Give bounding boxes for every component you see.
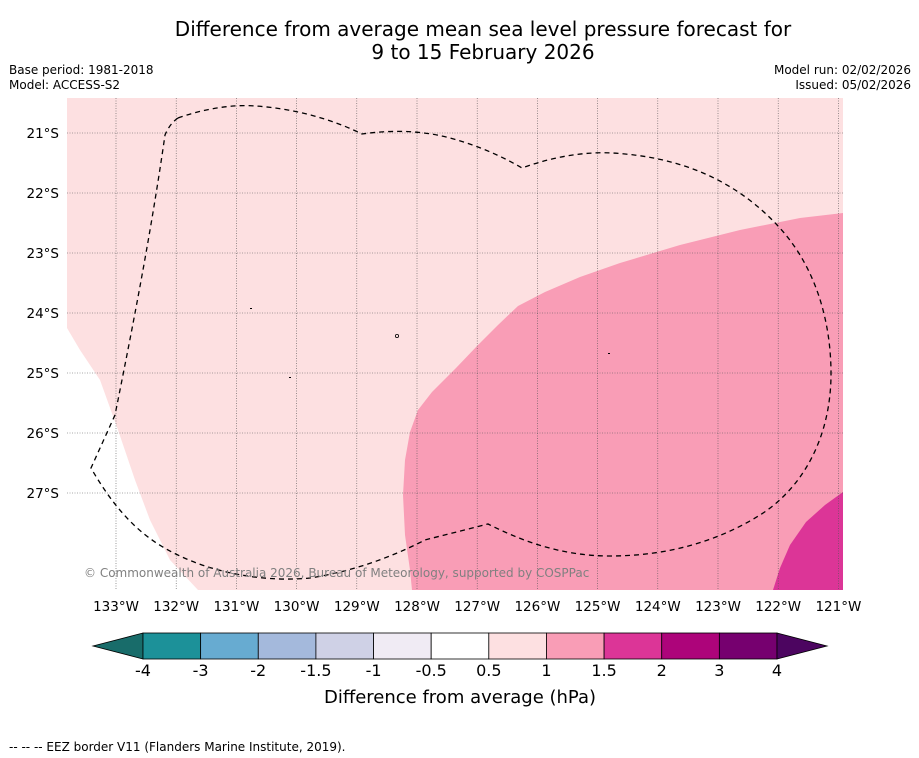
contour-speck <box>394 333 399 338</box>
title-line-2: 9 to 15 February 2026 <box>371 40 595 64</box>
colorbar-tick-label: -4 <box>135 661 151 680</box>
colorbar-tick-label: -0.5 <box>416 661 447 680</box>
longitude-label: 129°W <box>334 599 380 615</box>
longitude-labels: 133°W 132°W 131°W 130°W 129°W 128°W 127°W 126°W… <box>93 599 861 615</box>
contour-speck <box>250 308 252 309</box>
colorbar-extend-low <box>91 632 144 660</box>
eez-border <box>90 104 832 580</box>
base-period: Base period: 1981-2018 <box>9 63 154 77</box>
contour-speck <box>608 353 610 354</box>
colorbar-swatch <box>142 632 202 660</box>
model-run: Model run: 02/02/2026 <box>773 63 911 77</box>
latitude-label: 22°S <box>27 186 60 202</box>
map-title: Difference from average mean sea level p… <box>0 18 919 64</box>
longitude-label: 131°W <box>213 599 259 615</box>
eez-legend-note: -- -- -- EEZ border V11 (Flanders Marine… <box>9 740 346 754</box>
colorbar-tick-label: 1 <box>541 661 551 680</box>
colorbar-swatch <box>603 632 663 660</box>
latitude-label: 25°S <box>27 366 60 382</box>
colorbar-swatch <box>546 632 605 660</box>
anomaly-region-magenta <box>773 492 843 590</box>
longitude-label: 124°W <box>635 599 681 615</box>
colorbar-tick-label: -1 <box>366 661 382 680</box>
contour-speck <box>289 377 291 378</box>
colorbar-swatch <box>488 632 547 660</box>
longitude-label: 130°W <box>274 599 320 615</box>
colorbar-tick-label: -3 <box>193 661 209 680</box>
colorbar-swatch <box>373 632 432 660</box>
colorbar-tick-label: 1.5 <box>591 661 616 680</box>
longitude-label: 128°W <box>394 599 440 615</box>
colorbar-swatch <box>315 632 374 660</box>
colorbar-tick-label: 3 <box>714 661 724 680</box>
colorbar-swatch <box>200 632 259 660</box>
colorbar-swatch <box>430 632 490 660</box>
latitude-label: 26°S <box>27 426 60 442</box>
colorbar-swatch <box>257 632 317 660</box>
colorbar-tick-label: 2 <box>657 661 667 680</box>
colorbar-tick-label: -2 <box>250 661 266 680</box>
longitude-label: 126°W <box>514 599 560 615</box>
longitude-label: 127°W <box>454 599 500 615</box>
latitude-label: 27°S <box>27 486 60 502</box>
issued-date: Issued: 05/02/2026 <box>795 78 911 92</box>
longitude-label: 123°W <box>695 599 741 615</box>
latitude-labels: 21°S 22°S 23°S 24°S 25°S 26°S 27°S <box>27 126 60 502</box>
colorbar-extend-high <box>776 632 829 660</box>
model-name: Model: ACCESS-S2 <box>9 78 121 92</box>
longitude-label: 121°W <box>815 599 861 615</box>
colorbar-swatch <box>661 632 720 660</box>
longitude-label: 132°W <box>153 599 199 615</box>
longitude-label: 125°W <box>575 599 621 615</box>
latitude-label: 23°S <box>27 246 60 262</box>
copyright-notice: © Commonwealth of Australia 2026, Bureau… <box>84 566 589 580</box>
colorbar-tick-label: 0.5 <box>476 661 501 680</box>
colorbar-swatch <box>718 632 778 660</box>
colorbar-title: Difference from average (hPa) <box>324 687 596 708</box>
colorbar-tick-label: 4 <box>772 661 782 680</box>
longitude-label: 133°W <box>93 599 139 615</box>
latitude-label: 24°S <box>27 306 60 322</box>
title-line-1: Difference from average mean sea level p… <box>174 17 792 41</box>
anomaly-fields <box>67 98 843 590</box>
colorbar: -4 -3 -2 -1.5 -1 -0.5 0.5 1 1.5 2 3 4 <box>91 632 829 680</box>
metadata-left: Base period: 1981-2018 Model: ACCESS-S2 <box>9 63 154 93</box>
anomaly-region-medium-pink <box>403 213 843 590</box>
latitude-label: 21°S <box>27 126 60 142</box>
graticule <box>67 98 843 590</box>
colorbar-tick-label: -1.5 <box>300 661 331 680</box>
longitude-label: 122°W <box>755 599 801 615</box>
metadata-right: Model run: 02/02/2026 Issued: 05/02/2026 <box>774 63 911 93</box>
